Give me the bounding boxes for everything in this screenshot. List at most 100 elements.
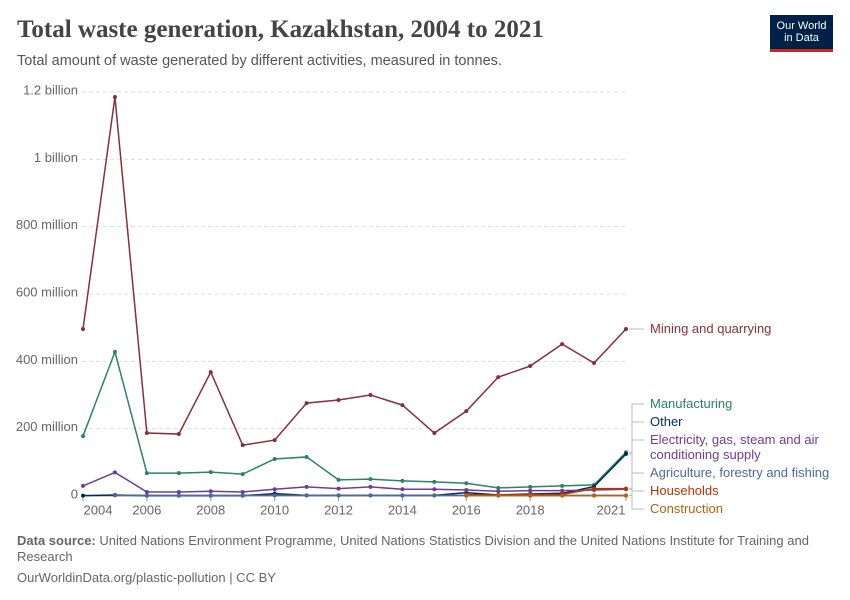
- data-point: [496, 489, 501, 494]
- data-point: [272, 493, 277, 498]
- x-tick-label: 2010: [260, 502, 289, 517]
- data-point: [528, 493, 533, 498]
- legend-label[interactable]: Other: [650, 414, 683, 429]
- data-point: [240, 489, 245, 494]
- data-point: [432, 431, 437, 436]
- y-tick-label: 1.2 billion: [23, 82, 78, 97]
- legend-label[interactable]: Households: [650, 483, 719, 498]
- series-line: [82, 453, 627, 497]
- series-line: [82, 471, 627, 493]
- data-point: [304, 454, 309, 459]
- data-point: [400, 493, 405, 498]
- data-point: [528, 488, 533, 493]
- logo[interactable]: Our World in Data: [770, 15, 833, 52]
- data-point: [400, 487, 405, 492]
- x-tick-label: 2021: [597, 502, 626, 517]
- data-point: [528, 364, 533, 369]
- label-connector: [629, 495, 644, 510]
- data-point: [464, 481, 469, 486]
- data-point: [560, 342, 565, 347]
- data-point: [81, 483, 85, 488]
- data-point: [624, 486, 628, 491]
- y-tick-label: 0: [71, 486, 78, 501]
- data-point: [112, 95, 117, 100]
- data-point: [81, 434, 85, 439]
- data-point: [336, 486, 341, 491]
- legend-label[interactable]: Electricity, gas, steam and air conditio…: [650, 432, 819, 462]
- source-label: Data source:: [17, 533, 96, 548]
- data-point: [624, 493, 628, 498]
- data-point: [144, 471, 149, 476]
- data-point: [304, 401, 309, 406]
- y-tick-label: 400 million: [16, 352, 78, 367]
- data-point: [368, 477, 373, 482]
- data-point: [336, 398, 341, 403]
- data-point: [560, 483, 565, 488]
- data-point: [144, 493, 149, 498]
- data-point: [304, 484, 309, 489]
- x-tick-label: 2014: [388, 502, 417, 517]
- logo-line: in Data: [784, 32, 819, 44]
- label-connector: [629, 472, 644, 496]
- data-point: [560, 488, 565, 493]
- chart-subtitle: Total amount of waste generated by diffe…: [17, 53, 502, 69]
- x-tick-label: 2006: [132, 502, 161, 517]
- data-point: [176, 471, 181, 476]
- data-point: [592, 493, 597, 498]
- data-point: [432, 479, 437, 484]
- data-point: [592, 361, 597, 366]
- data-point: [81, 327, 85, 332]
- legend-label[interactable]: Agriculture, forestry and fishing: [650, 465, 830, 480]
- source: Data source: United Nations Environment …: [17, 533, 817, 565]
- logo-line: Our World: [776, 20, 827, 32]
- legend-label[interactable]: Construction: [650, 501, 723, 516]
- data-point: [432, 493, 437, 498]
- label-connector: [629, 421, 644, 455]
- data-point: [272, 438, 277, 443]
- data-point: [464, 487, 469, 492]
- y-tick-label: 200 million: [16, 419, 78, 434]
- label-connector: [629, 403, 644, 453]
- data-point: [400, 403, 405, 408]
- data-point: [464, 493, 469, 498]
- data-point: [144, 431, 149, 436]
- data-point: [144, 489, 149, 494]
- data-point: [240, 493, 245, 498]
- data-point: [496, 493, 501, 498]
- data-point: [336, 477, 341, 482]
- y-tick-label: 800 million: [16, 217, 78, 232]
- data-point: [560, 493, 565, 498]
- data-point: [368, 493, 373, 498]
- x-tick-label: 2018: [516, 502, 545, 517]
- data-point: [368, 484, 373, 489]
- x-tick-label: 2004: [84, 502, 113, 517]
- data-point: [624, 451, 628, 456]
- data-point: [336, 493, 341, 498]
- data-point: [112, 493, 117, 498]
- y-tick-label: 1 billion: [34, 150, 78, 165]
- data-point: [176, 489, 181, 494]
- label-connector: [629, 488, 644, 492]
- x-tick-label: 2016: [452, 502, 481, 517]
- data-point: [208, 493, 213, 498]
- data-point: [304, 493, 309, 498]
- data-point: [176, 432, 181, 437]
- series-line: [82, 349, 627, 489]
- legend-label[interactable]: Manufacturing: [650, 396, 733, 411]
- data-point: [496, 375, 501, 380]
- y-tick-label: 600 million: [16, 284, 78, 299]
- footer-url: OurWorldinData.org/plastic-pollution | C…: [17, 570, 276, 585]
- data-point: [592, 486, 597, 491]
- source-text: United Nations Environment Programme, Un…: [17, 533, 809, 564]
- legend-label[interactable]: Mining and quarrying: [650, 321, 772, 336]
- data-point: [81, 493, 85, 498]
- label-connector: [629, 439, 644, 490]
- data-point: [272, 456, 277, 461]
- data-point: [400, 478, 405, 483]
- data-point: [176, 493, 181, 498]
- data-point: [112, 470, 117, 475]
- data-point: [368, 393, 373, 397]
- series-line: [82, 96, 627, 446]
- data-point: [624, 327, 628, 332]
